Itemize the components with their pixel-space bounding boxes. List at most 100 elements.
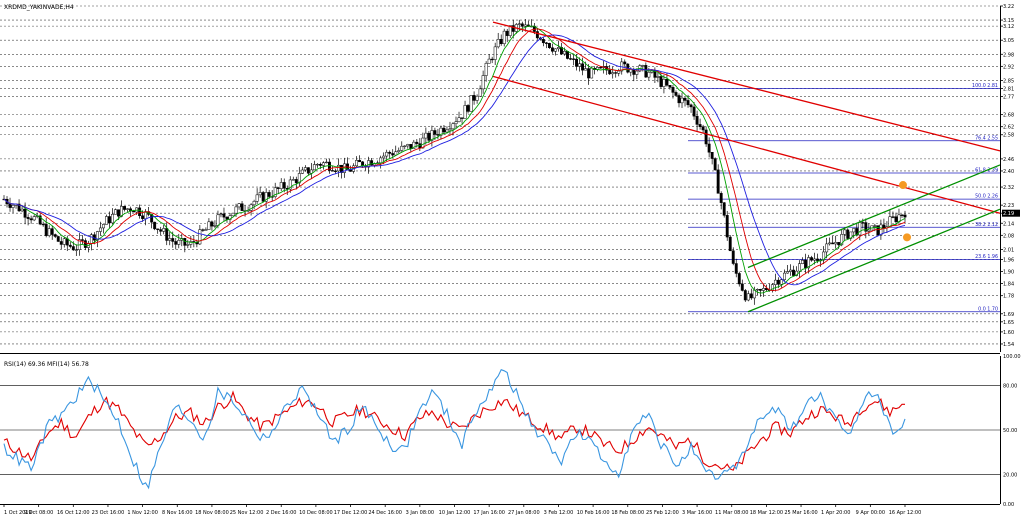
candle-body xyxy=(508,25,512,36)
candle-body xyxy=(32,216,36,221)
candle-body xyxy=(502,30,506,44)
candle-body xyxy=(23,208,27,218)
candle-body xyxy=(487,58,491,64)
candle-body xyxy=(894,216,898,223)
rsi-line xyxy=(3,390,905,471)
candle-body xyxy=(315,163,319,166)
candle-body xyxy=(189,241,193,245)
candle-body xyxy=(186,244,190,246)
candle-body xyxy=(587,68,591,79)
date-tick-label: 1 Nov 12:00 xyxy=(127,510,158,516)
price-tick-label: 3.05 xyxy=(1003,38,1014,44)
candle-body xyxy=(535,31,539,39)
price-tick-label: 3.15 xyxy=(1003,18,1014,24)
candle-body xyxy=(704,129,708,145)
candle-body xyxy=(719,193,723,203)
candle-body xyxy=(334,170,337,172)
candle-body xyxy=(680,97,684,104)
candle-body xyxy=(201,229,205,231)
candle-body xyxy=(707,143,711,153)
candle-body xyxy=(478,88,482,97)
date-tick-label: 18 Feb 08:00 xyxy=(611,510,644,516)
candle-body xyxy=(355,160,359,167)
candle-body xyxy=(563,50,566,55)
date-tick-label: 3 Jan 08:00 xyxy=(406,510,434,516)
candle-body xyxy=(867,229,871,232)
candle-body xyxy=(686,100,690,106)
indicator-level-label: 0.00 xyxy=(1003,502,1014,508)
candle-body xyxy=(237,203,241,208)
candle-body xyxy=(557,47,560,50)
candle-body xyxy=(439,127,443,136)
candle-body xyxy=(331,170,334,172)
candle-body xyxy=(773,279,777,285)
candle-body xyxy=(746,293,750,301)
candle-body xyxy=(517,23,521,25)
candle-body xyxy=(50,228,54,235)
candle-body xyxy=(801,259,804,264)
candle-body xyxy=(656,76,660,78)
candle-body xyxy=(611,72,615,75)
candle-body xyxy=(846,229,850,239)
candle-body xyxy=(858,222,862,236)
candle-body xyxy=(623,61,627,65)
candle-body xyxy=(665,79,669,86)
candle-body xyxy=(641,65,645,67)
price-tick-label: 2.19 xyxy=(1003,211,1014,217)
candle-body xyxy=(165,228,169,241)
candle-body xyxy=(309,169,313,174)
candle-body xyxy=(689,104,693,108)
fib-level-label: 23.6 1.96 xyxy=(975,254,998,260)
candle-body xyxy=(403,145,407,147)
candle-body xyxy=(252,201,256,206)
candle-body xyxy=(677,95,681,104)
candle-body xyxy=(864,222,868,232)
candle-body xyxy=(475,95,479,101)
candle-body xyxy=(810,257,814,261)
candle-body xyxy=(776,279,780,285)
candle-body xyxy=(59,241,63,245)
date-tick-label: 1 Oct 2019 xyxy=(4,510,32,516)
candle-body xyxy=(264,192,268,202)
price-tick-label: 2.92 xyxy=(1003,64,1014,70)
candle-body xyxy=(701,126,705,131)
candle-body xyxy=(496,39,500,48)
candle-body xyxy=(433,130,437,135)
price-tick-label: 1.54 xyxy=(1003,342,1014,348)
uptrend-channel-upper xyxy=(747,164,1001,269)
date-tick-label: 9 Apr 00:00 xyxy=(856,510,885,516)
indicator-level-label: 100.00 xyxy=(1003,354,1021,360)
candle-body xyxy=(553,48,557,52)
candle-body xyxy=(62,238,66,245)
date-tick-label: 10 Dec 08:00 xyxy=(299,510,333,516)
fib-level-label: 50.0 2.26 xyxy=(975,194,998,200)
candle-body xyxy=(761,288,765,291)
fib-level-label: 38.2 2.12 xyxy=(975,222,998,228)
date-tick-label: 8 Nov 16:00 xyxy=(162,510,193,516)
candle-body xyxy=(798,263,801,272)
candle-body xyxy=(156,228,160,230)
candle-body xyxy=(141,215,145,219)
candle-body xyxy=(174,241,178,245)
fib-level-label: 100.0 2.81 xyxy=(972,83,998,89)
indicator-level-label: 80.00 xyxy=(1003,384,1017,390)
candle-body xyxy=(662,79,666,87)
candle-body xyxy=(41,223,45,226)
candle-body xyxy=(324,161,328,164)
candle-body xyxy=(17,203,21,212)
candle-body xyxy=(228,215,232,220)
date-tick-label: 9 Oct 08:00 xyxy=(24,510,53,516)
date-tick-label: 3 Mar 16:00 xyxy=(682,510,712,516)
price-tick-label: 1.78 xyxy=(1003,294,1014,300)
candle-body xyxy=(71,246,75,251)
candle-body xyxy=(876,225,880,236)
candle-body xyxy=(454,121,458,125)
candle-body xyxy=(273,187,277,197)
price-tick-label: 1.69 xyxy=(1003,312,1014,318)
candle-body xyxy=(68,244,72,247)
candle-body xyxy=(53,234,57,237)
candle-body xyxy=(385,151,389,157)
price-marker-upper xyxy=(899,181,907,190)
